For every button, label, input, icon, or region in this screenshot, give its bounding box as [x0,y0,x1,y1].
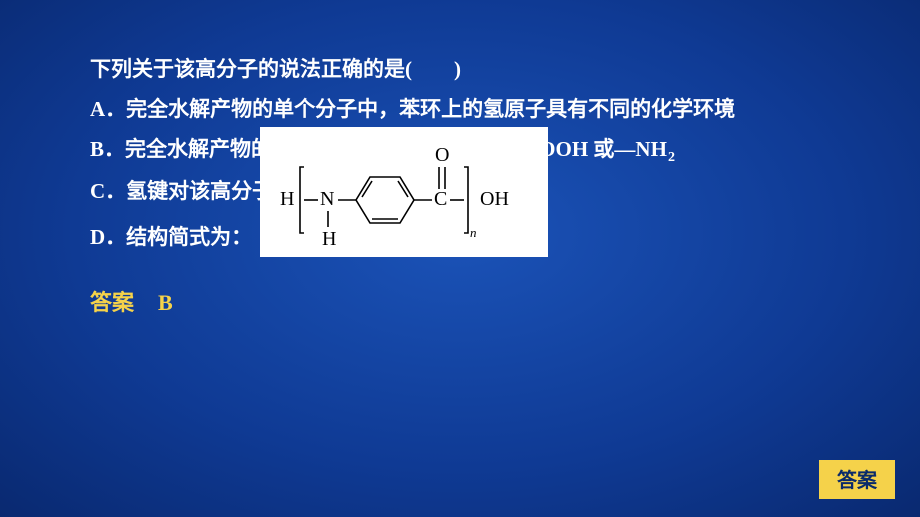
option-a: A．完全水解产物的单个分子中，苯环上的氢原子具有不同的化学环境 [90,90,850,130]
answer-label: 答案 [90,290,134,315]
formula-svg: H N H [260,127,548,257]
option-d-prefix: D．结构简式为： [90,221,252,257]
answer-button[interactable]: 答案 [819,460,895,499]
option-d-row: D．结构简式为： H N H [90,221,850,257]
atom-H-left: H [280,188,294,210]
slide-content: 下列关于该高分子的说法正确的是( ) A．完全水解产物的单个分子中，苯环上的氢原… [0,0,920,317]
subscript-n: n [470,225,477,240]
benzene-ring [356,177,414,223]
atom-C: C [434,188,447,210]
atom-N: N [320,188,334,210]
atom-H-below: H [322,228,336,250]
left-bracket [300,167,304,233]
answer-value: B [158,290,173,315]
structural-formula: H N H [260,127,548,257]
question-stem: 下列关于该高分子的说法正确的是( ) [90,50,850,90]
right-bracket [464,167,468,233]
option-b-sub: 2 [668,150,675,165]
atom-O: O [435,144,449,166]
atom-OH: OH [480,188,509,210]
answer-line: 答案 B [90,285,850,317]
